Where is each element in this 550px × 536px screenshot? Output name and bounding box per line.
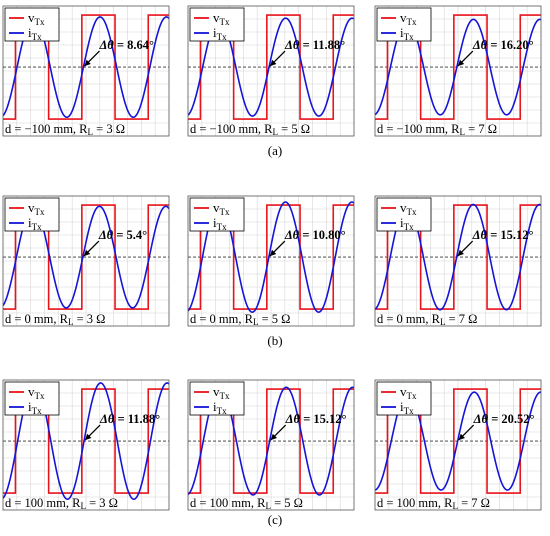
voltage-waveform — [375, 14, 541, 120]
condition-caption: d = 0 mm, RL = 5 Ω — [190, 312, 290, 327]
annotation-arrow-head — [270, 433, 278, 441]
legend-box — [376, 381, 432, 416]
legend-label-current: iTx — [213, 25, 227, 42]
phase-shift-label: Δθ = 20.52° — [473, 412, 535, 426]
row-label-c: (c) — [267, 512, 283, 527]
voltage-waveform — [188, 14, 354, 120]
legend-label-voltage: vTx — [213, 200, 230, 217]
condition-caption: d = 0 mm, RL = 7 Ω — [377, 312, 477, 327]
legend-label-voltage: vTx — [400, 10, 417, 27]
voltage-waveform — [375, 388, 541, 494]
plot-frame — [187, 5, 355, 137]
annotation-arrow-head — [84, 59, 91, 67]
legend-label-voltage: vTx — [28, 384, 45, 401]
plot-frame — [2, 379, 170, 511]
phase-shift-label: Δθ = 16.20° — [472, 38, 534, 52]
legend-box — [376, 7, 432, 42]
phase-shift-label: Δθ = 11.88° — [99, 412, 160, 426]
legend-label-current: iTx — [213, 215, 227, 232]
voltage-waveform — [188, 204, 354, 310]
voltage-waveform — [188, 388, 354, 494]
plot-frame — [187, 195, 355, 327]
voltage-waveform — [3, 388, 169, 494]
legend-label-current: iTx — [400, 25, 414, 42]
annotation-arrow-head — [83, 249, 91, 257]
legend-box — [189, 197, 245, 232]
legend-label-voltage: vTx — [400, 384, 417, 401]
plot-frame — [187, 379, 355, 511]
legend-box — [4, 7, 60, 42]
condition-caption: d = 100 mm, RL = 7 Ω — [377, 496, 490, 511]
phase-shift-label: Δθ = 11.88° — [284, 38, 345, 52]
legend-label-current: iTx — [400, 399, 414, 416]
condition-caption: d = 100 mm, RL = 5 Ω — [190, 496, 303, 511]
annotation-arrow-head — [269, 249, 277, 257]
plot-frame — [374, 195, 542, 327]
phase-shift-label: Δθ = 10.80° — [284, 228, 346, 242]
annotation-arrow-head — [457, 59, 465, 67]
condition-caption: d = −100 mm, RL = 7 Ω — [377, 122, 497, 137]
legend-label-voltage: vTx — [28, 200, 45, 217]
row-label-a: (a) — [267, 143, 283, 158]
phase-shift-label: Δθ = 15.12° — [285, 412, 347, 426]
legend-box — [4, 197, 60, 232]
plot-frame — [374, 379, 542, 511]
plot-frame — [374, 5, 542, 137]
voltage-waveform — [3, 14, 169, 120]
voltage-waveform — [3, 204, 169, 310]
annotation-arrow-head — [457, 249, 465, 257]
legend-label-current: iTx — [28, 399, 42, 416]
legend-label-voltage: vTx — [213, 10, 230, 27]
legend-label-current: iTx — [28, 25, 42, 42]
annotation-arrow-head — [458, 433, 465, 441]
legend-label-voltage: vTx — [400, 200, 417, 217]
condition-caption: d = 0 mm, RL = 3 Ω — [5, 312, 105, 327]
plot-frame — [2, 5, 170, 137]
legend-box — [189, 381, 245, 416]
condition-caption: d = 100 mm, RL = 3 Ω — [5, 496, 118, 511]
condition-caption: d = −100 mm, RL = 3 Ω — [5, 122, 125, 137]
legend-box — [4, 381, 60, 416]
row-label-b: (b) — [267, 333, 283, 348]
voltage-waveform — [375, 204, 541, 310]
legend-box — [376, 197, 432, 232]
legend-label-current: iTx — [28, 215, 42, 232]
legend-box — [189, 7, 245, 42]
phase-shift-label: Δθ = 8.64° — [98, 38, 154, 52]
legend-label-voltage: vTx — [28, 10, 45, 27]
legend-label-current: iTx — [213, 399, 227, 416]
annotation-arrow-head — [270, 59, 277, 67]
condition-caption: d = −100 mm, RL = 5 Ω — [190, 122, 310, 137]
phase-shift-label: Δθ = 15.12° — [472, 228, 534, 242]
legend-label-voltage: vTx — [213, 384, 230, 401]
phase-shift-label: Δθ = 5.4° — [98, 228, 147, 242]
plot-frame — [2, 195, 170, 327]
legend-label-current: iTx — [400, 215, 414, 232]
annotation-arrow-head — [85, 433, 92, 441]
